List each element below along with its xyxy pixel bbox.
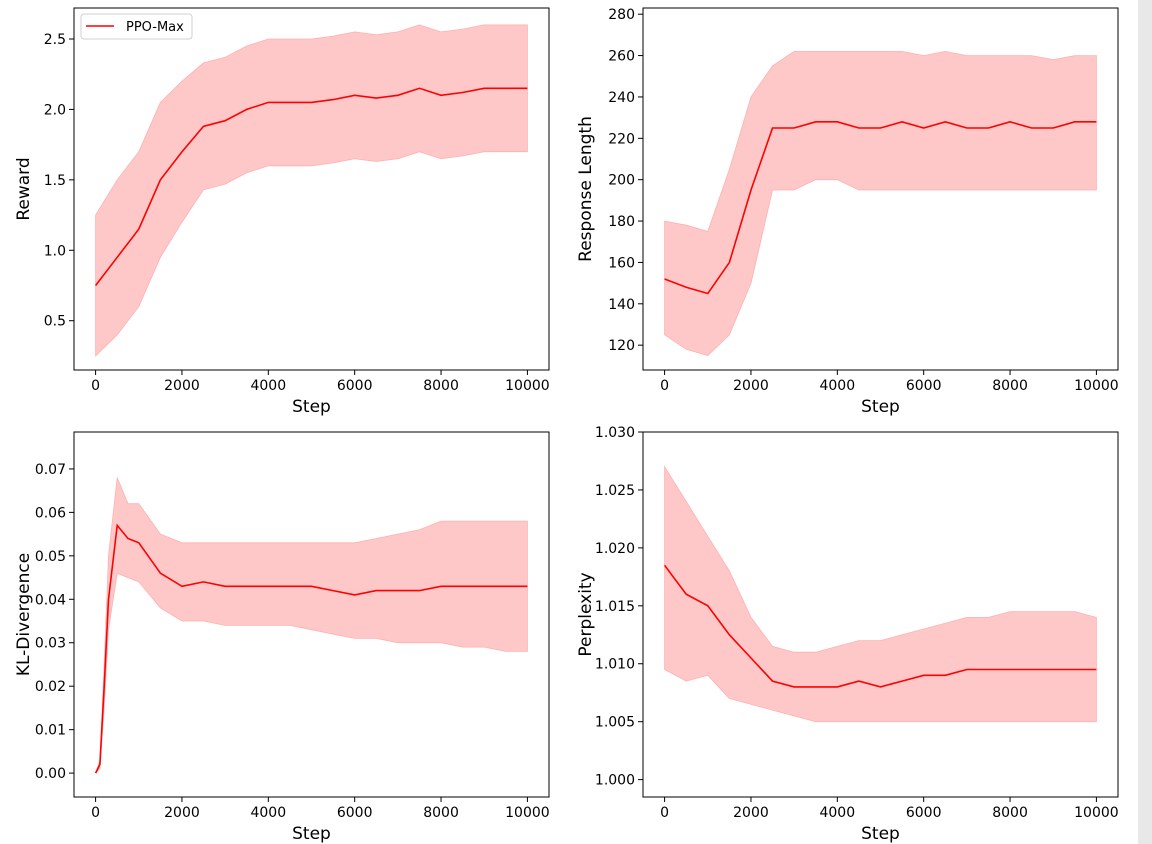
x-tick-label: 4000 xyxy=(250,805,286,821)
x-tick-label: 6000 xyxy=(337,805,373,821)
x-tick-label: 6000 xyxy=(906,378,942,394)
legend-box xyxy=(80,13,193,40)
x-tick-label: 8000 xyxy=(992,805,1028,821)
x-tick-label: 6000 xyxy=(906,805,942,821)
confidence-band xyxy=(95,24,528,357)
y-tick-label: 1.000 xyxy=(595,773,635,789)
x-tick-label: 0 xyxy=(91,378,100,394)
x-tick-label: 8000 xyxy=(423,805,459,821)
x-tick-label: 2000 xyxy=(733,805,769,821)
y-tick-label: 200 xyxy=(608,173,635,189)
y-tick-label: 280 xyxy=(608,7,635,23)
y-tick-label: 0.04 xyxy=(35,592,66,608)
x-axis-label: Step xyxy=(861,397,900,417)
x-tick-label: 10000 xyxy=(505,805,550,821)
subplot-4: 0 2000 4000 6000 8000 10000 1.000 1.005 1.010 1.0… xyxy=(576,425,1119,844)
y-tick-label: 2.0 xyxy=(44,102,66,118)
y-tick-label: 1.0 xyxy=(44,243,66,259)
legend: PPO-Max xyxy=(80,13,193,40)
y-tick-label: 0.05 xyxy=(35,549,66,565)
y-tick-label: 0.07 xyxy=(35,462,66,478)
scrollbar[interactable] xyxy=(1138,0,1152,844)
y-axis-label: Reward xyxy=(14,157,34,220)
y-tick-label: 220 xyxy=(608,131,635,147)
x-axis-label: Step xyxy=(292,824,331,844)
y-tick-label: 0.00 xyxy=(35,766,66,782)
y-tick-label: 260 xyxy=(608,49,635,65)
subplot-3: 0 2000 4000 6000 8000 10000 0.00 0.01 0.02 0.03 0.… xyxy=(14,431,550,844)
y-tick-label: 140 xyxy=(608,297,635,313)
y-tick-label: 0.06 xyxy=(35,505,66,521)
y-axis-label: Response Length xyxy=(576,116,596,262)
y-tick-label: 1.030 xyxy=(595,425,635,441)
x-tick-label: 0 xyxy=(660,805,669,821)
y-tick-label: 180 xyxy=(608,214,635,230)
x-tick-label: 2000 xyxy=(164,378,200,394)
y-tick-label: 1.025 xyxy=(595,483,635,499)
plot-frame xyxy=(642,7,1119,371)
x-tick-label: 8000 xyxy=(423,378,459,394)
y-tick-label: 160 xyxy=(608,255,635,271)
x-tick-label: 10000 xyxy=(1074,378,1119,394)
y-tick-label: 0.03 xyxy=(35,636,66,652)
subplot-1: 0 2000 4000 6000 8000 10000 0.5 1.0 1.5 2.0 2.5 Ste… xyxy=(14,7,550,417)
x-tick-label: 4000 xyxy=(819,805,855,821)
series-line-ppo-max xyxy=(94,87,528,286)
y-tick-label: 0.01 xyxy=(35,723,66,739)
x-axis-label: Step xyxy=(861,824,900,844)
x-tick-label: 2000 xyxy=(733,378,769,394)
confidence-band xyxy=(95,477,528,774)
x-tick-label: 0 xyxy=(91,805,100,821)
series-line-ppo-max xyxy=(94,523,528,774)
x-tick-label: 2000 xyxy=(164,805,200,821)
y-tick-label: 0.5 xyxy=(44,314,66,330)
x-tick-label: 10000 xyxy=(505,378,550,394)
y-tick-label: 120 xyxy=(608,338,635,354)
y-tick-label: 1.015 xyxy=(595,599,635,615)
x-tick-label: 6000 xyxy=(337,378,373,394)
x-tick-label: 8000 xyxy=(992,378,1028,394)
plot-frame xyxy=(73,7,550,371)
x-tick-label: 4000 xyxy=(250,378,286,394)
confidence-band xyxy=(664,465,1097,723)
y-tick-label: 2.5 xyxy=(44,32,66,48)
x-axis-label: Step xyxy=(292,397,331,417)
plot-frame xyxy=(73,431,550,798)
y-tick-label: 1.005 xyxy=(595,715,635,731)
y-axis-label: Perplexity xyxy=(576,572,596,656)
plot-frame xyxy=(642,431,1119,798)
y-tick-label: 240 xyxy=(608,90,635,106)
series-line-ppo-max xyxy=(664,120,1097,295)
y-tick-label: 1.010 xyxy=(595,657,635,673)
subplot-2: 0 2000 4000 6000 8000 10000 120 140 160 180 200 220… xyxy=(576,7,1119,417)
series-line-ppo-max xyxy=(663,564,1097,688)
x-tick-label: 0 xyxy=(660,378,669,394)
confidence-band xyxy=(664,50,1097,356)
y-tick-label: 0.02 xyxy=(35,679,66,695)
y-tick-label: 1.020 xyxy=(595,541,635,557)
legend-label: PPO-Max xyxy=(126,20,184,35)
y-axis-label: KL-Divergence xyxy=(14,553,34,676)
x-tick-label: 10000 xyxy=(1074,805,1119,821)
y-tick-label: 1.5 xyxy=(44,173,66,189)
x-tick-label: 4000 xyxy=(819,378,855,394)
